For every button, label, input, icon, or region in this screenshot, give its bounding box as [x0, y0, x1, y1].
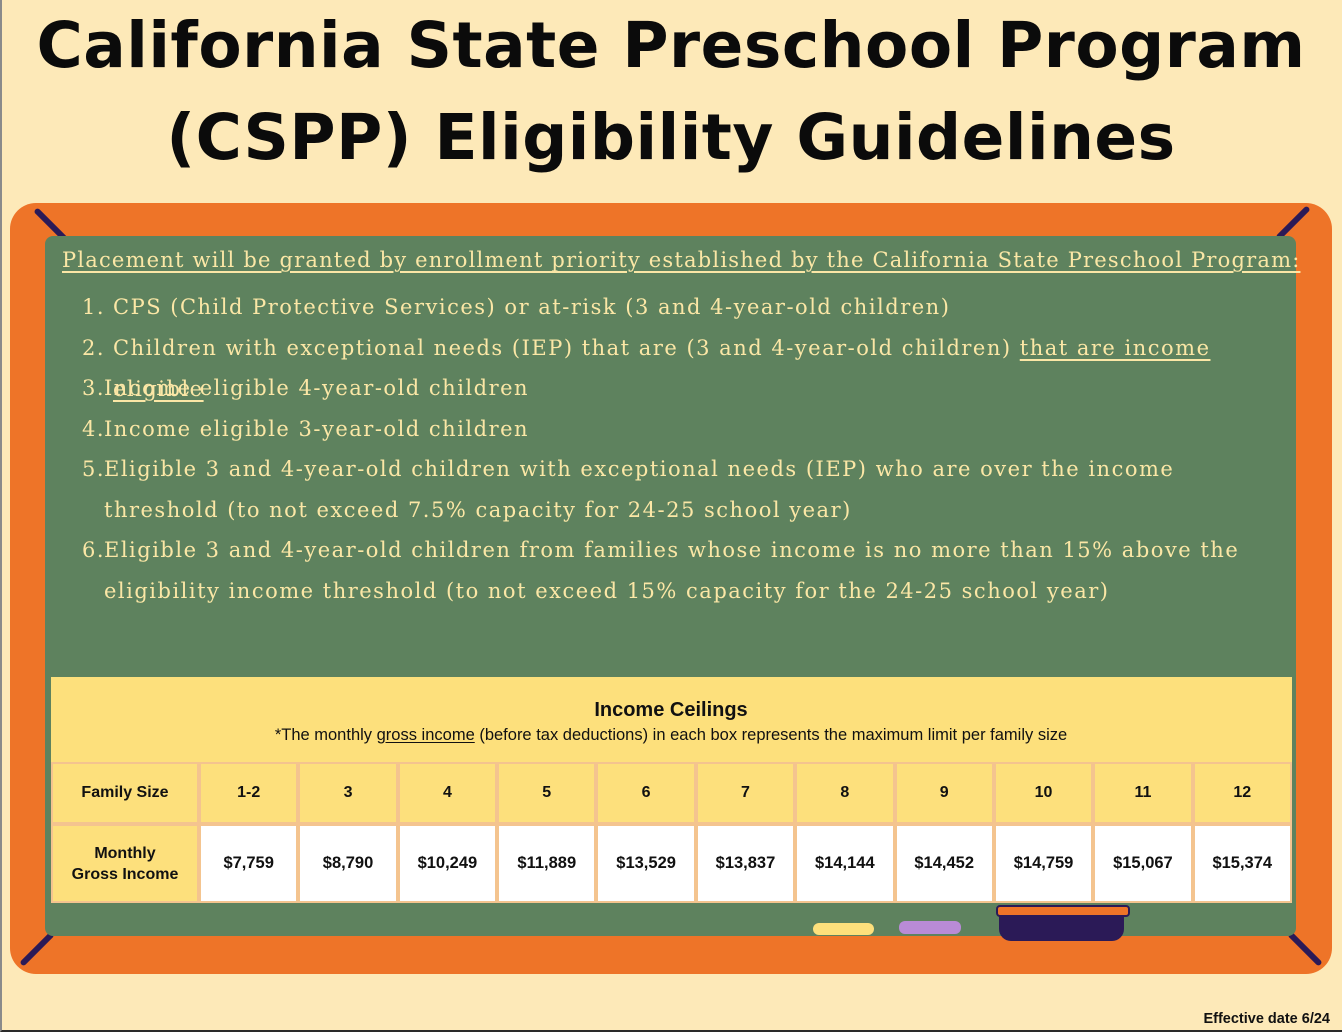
- page-title-line-2: (CSPP) Eligibility Guidelines: [166, 101, 1176, 174]
- row-label-monthly-gross-income: Monthly Gross Income: [51, 824, 199, 903]
- priority-item-4: 4. Income eligible 3-year-old children: [82, 409, 1272, 450]
- family-size-cell: 3: [298, 762, 398, 824]
- monthly-income-cell: $14,144: [795, 824, 895, 903]
- priority-item-text: Income eligible 3-year-old children: [104, 417, 530, 441]
- family-size-cell: 5: [497, 762, 597, 824]
- income-note-text: (before tax deductions) in each box repr…: [474, 726, 1068, 744]
- income-table-note: *The monthly gross income (before tax de…: [0, 726, 1342, 745]
- page-title-line-1: California State Preschool Program: [36, 9, 1306, 82]
- yellow-chalk-piece: [813, 923, 874, 935]
- monthly-income-cell: $15,374: [1192, 824, 1292, 903]
- monthly-income-cell: $15,067: [1093, 824, 1193, 903]
- monthly-income-cell: $13,529: [596, 824, 696, 903]
- family-size-cell: 4: [397, 762, 498, 824]
- family-size-cell: 9: [894, 762, 994, 824]
- priority-intro: Placement will be granted by enrollment …: [62, 248, 1301, 272]
- family-size-cell: 11: [1093, 762, 1193, 824]
- priority-item-3: 3. Income eligible 4-year-old children: [82, 368, 1272, 409]
- priority-item-text: CPS (Child Protective Services) or at-ri…: [113, 295, 951, 319]
- priority-item-number: 5.: [82, 457, 106, 481]
- family-size-cell: 8: [795, 762, 895, 824]
- monthly-income-cell: $7,759: [199, 824, 299, 903]
- monthly-income-cell: $14,452: [894, 824, 994, 903]
- frame-corner-bottom-left: [19, 931, 55, 967]
- priority-item-5: 5. Eligible 3 and 4-year-old children wi…: [82, 449, 1272, 531]
- monthly-income-cell: $11,889: [497, 824, 597, 903]
- family-size-cell: 7: [695, 762, 796, 824]
- priority-item-text: Eligible 3 and 4-year-old children from …: [104, 538, 1240, 603]
- monthly-income-cell: $14,759: [993, 824, 1094, 903]
- family-size-cell: 12: [1192, 762, 1292, 824]
- row-label-family-size: Family Size: [51, 762, 199, 824]
- income-table-title: Income Ceilings: [594, 699, 748, 721]
- priority-item-text: Income eligible 4-year-old children: [104, 376, 530, 400]
- row-label-line: Monthly: [94, 844, 156, 862]
- priority-item-text: Eligible 3 and 4-year-old children with …: [104, 457, 1175, 522]
- frame-corner-bottom-right: [1287, 931, 1323, 967]
- priority-item-number: 3.: [82, 376, 106, 400]
- monthly-income-cell: $10,249: [397, 824, 498, 903]
- row-label-line: Gross Income: [71, 865, 179, 883]
- family-size-cell: 10: [993, 762, 1094, 824]
- priority-item-number: 1.: [82, 295, 106, 319]
- priority-item-2: 2. Children with exceptional needs (IEP)…: [82, 328, 1272, 410]
- chalkboard-eraser-top: [996, 905, 1130, 917]
- purple-chalk-piece: [899, 921, 961, 934]
- monthly-income-cell: $8,790: [298, 824, 398, 903]
- priority-item-text: Children with exceptional needs (IEP) th…: [113, 336, 1020, 360]
- priority-item-number: 4.: [82, 417, 106, 441]
- family-size-cell: 6: [596, 762, 696, 824]
- income-note-underlined: gross income: [376, 726, 475, 744]
- effective-date: Effective date 6/24: [1203, 1011, 1330, 1027]
- priority-item-number: 2.: [82, 336, 106, 360]
- priority-item-underlined-text: that are income eligible: [113, 336, 1211, 401]
- family-size-cell: 1-2: [199, 762, 299, 824]
- income-table: Family Size 1-2 3 4 5 6 7 8 9 10 11 12 M…: [51, 762, 1292, 903]
- page-title: California State Preschool Program (CSPP…: [0, 0, 1342, 184]
- monthly-income-cell: $13,837: [695, 824, 796, 903]
- priority-item-number: 6.: [82, 538, 106, 562]
- income-note-text: *The monthly: [274, 726, 377, 744]
- priority-item-6: 6. Eligible 3 and 4-year-old children fr…: [82, 530, 1272, 612]
- priority-item-1: 1. CPS (Child Protective Services) or at…: [82, 287, 1272, 328]
- chalkboard-eraser: [999, 913, 1124, 941]
